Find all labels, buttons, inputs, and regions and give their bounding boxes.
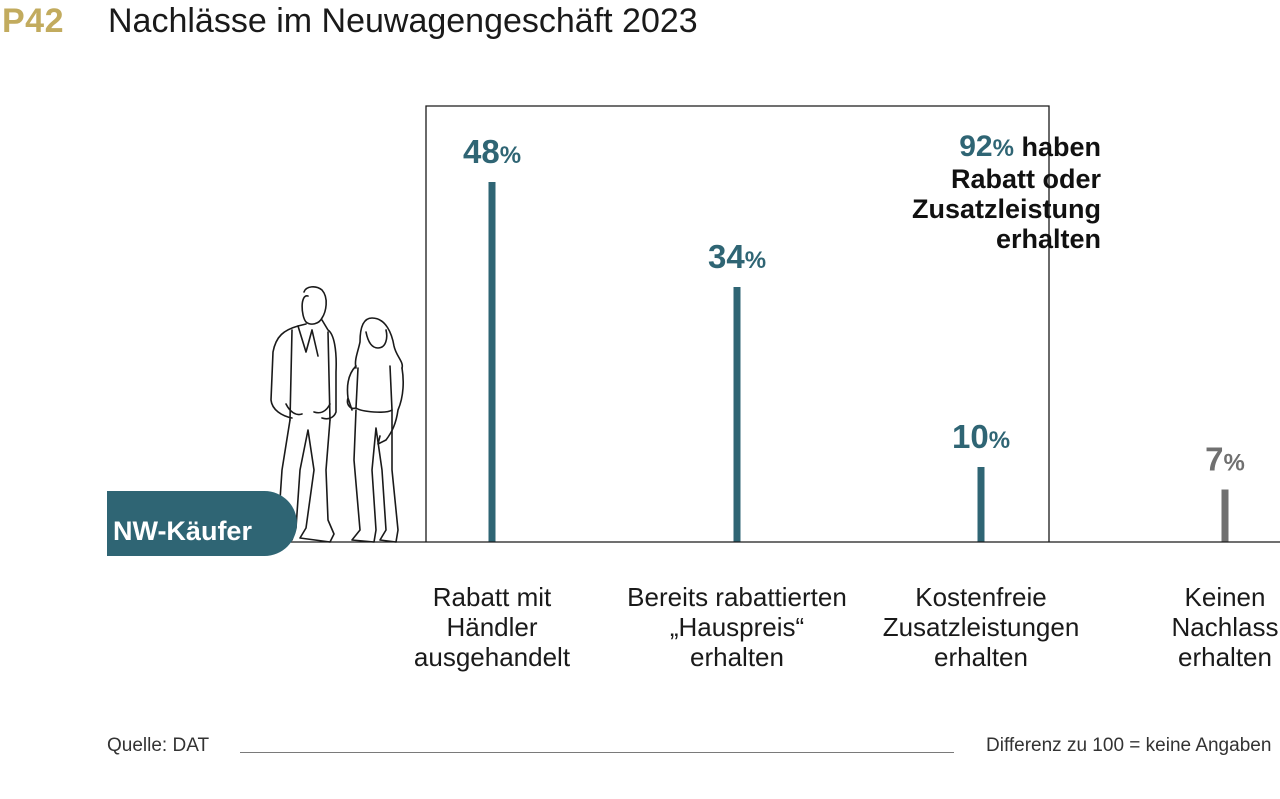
illustration-stroke-7 bbox=[365, 329, 388, 349]
illustration-stroke-1 bbox=[301, 286, 327, 325]
source-note: Quelle: DAT bbox=[107, 735, 210, 756]
bar-4 bbox=[1221, 489, 1229, 542]
bar-2 bbox=[733, 287, 741, 542]
bracket-note: 92% haben Rabatt oder Zusatzleistung erh… bbox=[911, 130, 1101, 255]
page-title: Nachlässe im Neuwagengeschäft 2023 bbox=[108, 2, 698, 40]
bar-group bbox=[488, 182, 1229, 542]
bracket-note-line-1: haben bbox=[1021, 132, 1101, 162]
bracket-note-value: 92% bbox=[959, 130, 1014, 163]
footer-divider bbox=[240, 752, 954, 753]
value-label-4: 7% bbox=[1205, 441, 1245, 478]
illustration-stroke-9 bbox=[351, 409, 399, 543]
value-label-1: 48% bbox=[463, 133, 521, 170]
bracket-note-line-4: erhalten bbox=[995, 224, 1101, 254]
category-label-3: Kostenfreie Zusatzleistungen erhalten bbox=[883, 582, 1080, 672]
difference-note: Differenz zu 100 = keine Angaben bbox=[986, 735, 1272, 756]
buyer-badge-label: NW-Käufer bbox=[113, 516, 252, 546]
bar-1 bbox=[488, 182, 496, 542]
category-label-group: Rabatt mit Händler ausgehandelt Bereits rab… bbox=[414, 582, 1279, 672]
chart-code: P42 bbox=[2, 2, 64, 40]
value-label-2: 34% bbox=[708, 238, 766, 275]
illustration-stroke-4 bbox=[285, 403, 331, 416]
bracket-outline bbox=[425, 105, 1050, 542]
bracket-frame bbox=[425, 105, 1050, 542]
value-label-3: 10% bbox=[952, 418, 1010, 455]
bracket-note-line-2: Rabatt oder bbox=[950, 164, 1101, 194]
illustration-stroke-3 bbox=[289, 325, 331, 421]
category-label-1: Rabatt mit Händler ausgehandelt bbox=[414, 582, 571, 672]
bracket-note-line-3: Zusatzleistung bbox=[911, 194, 1101, 224]
illustration-stroke-6 bbox=[354, 317, 404, 369]
category-label-4: Keinen Nachlass erhalten bbox=[1172, 582, 1279, 672]
bar-3 bbox=[977, 467, 985, 542]
buyer-badge: NW-Käufer bbox=[107, 491, 297, 556]
illustration-stroke-8 bbox=[346, 365, 404, 445]
illustration-stroke-2 bbox=[270, 319, 337, 420]
value-label-group: 48% 34% 10% 7% bbox=[463, 133, 1245, 478]
category-label-2: Bereits rabattierten „Hauspreis“ erhalten bbox=[627, 582, 847, 672]
